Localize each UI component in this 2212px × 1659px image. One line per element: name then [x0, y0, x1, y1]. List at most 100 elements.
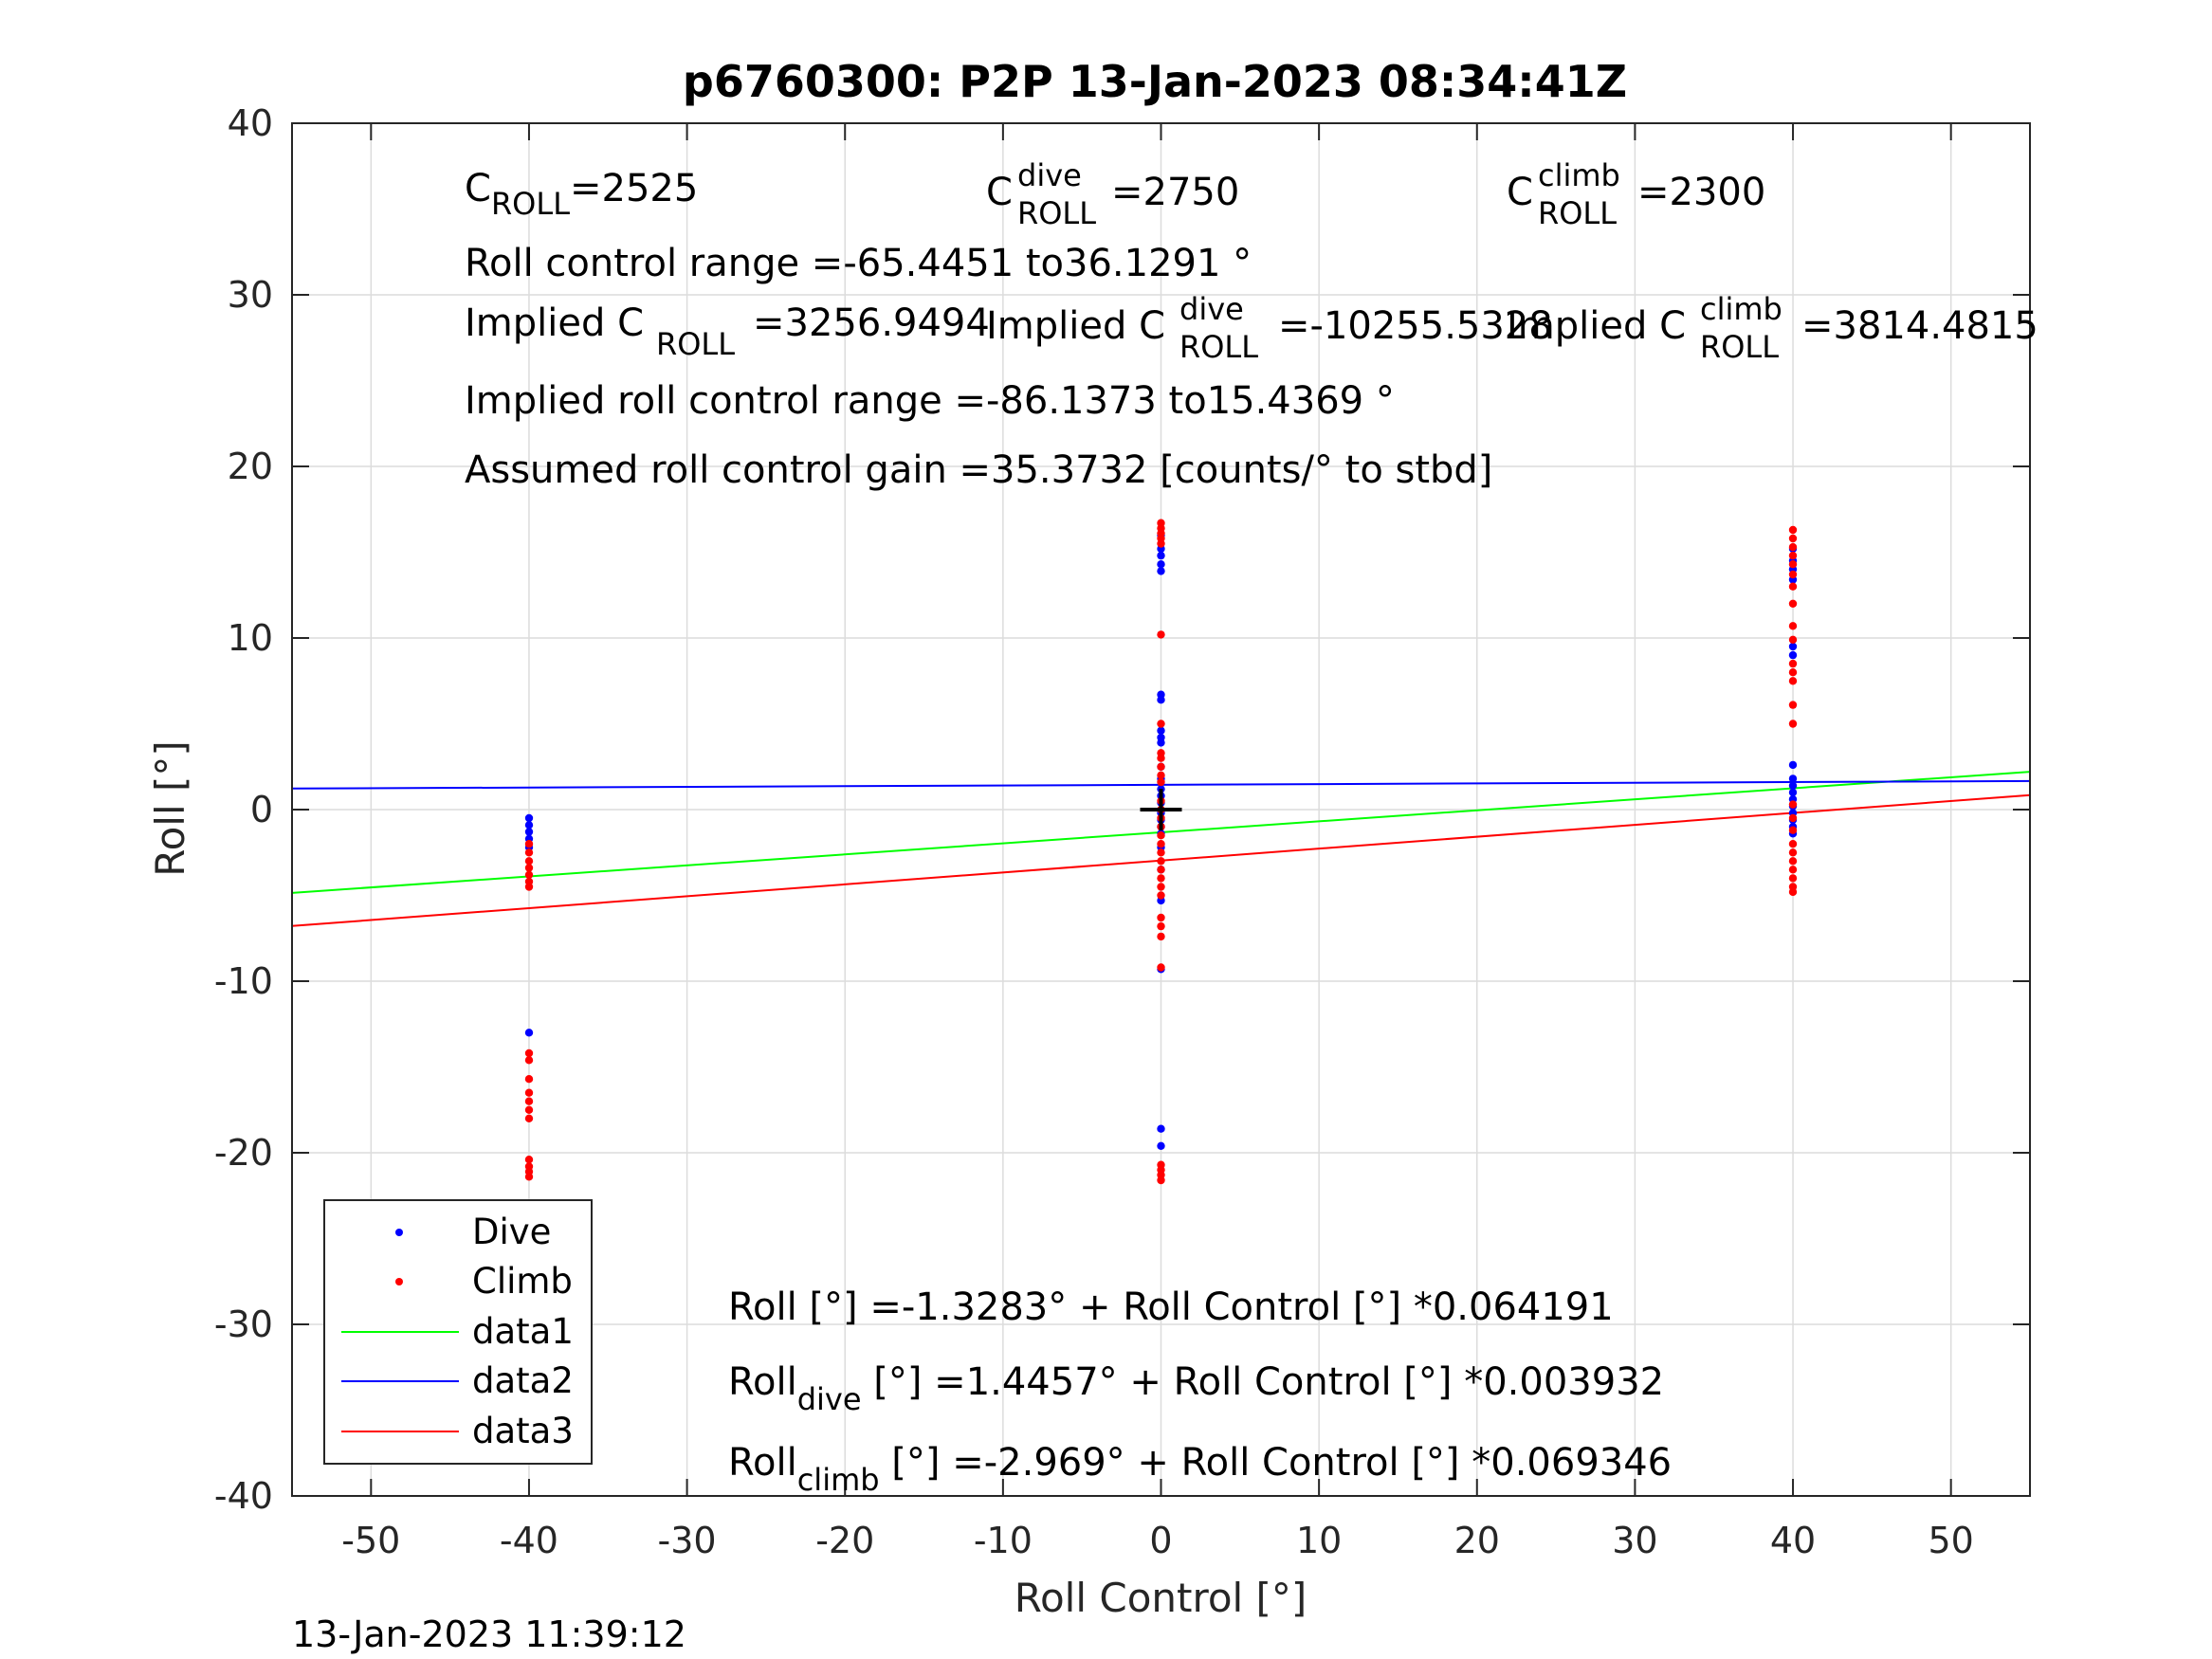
point-climb [1157, 840, 1165, 848]
point-climb [1788, 599, 1798, 608]
svg-text:=3256.9494: =3256.9494 [753, 301, 990, 345]
c-roll-annotation: CROLL=2525 [465, 167, 698, 222]
point-climb [1157, 963, 1165, 972]
point-climb [1157, 539, 1165, 548]
point-dive [1157, 1124, 1165, 1133]
svg-text:ROLL: ROLL [1179, 329, 1258, 365]
point-climb [524, 1156, 534, 1164]
x-tick-label: 40 [1770, 1520, 1816, 1561]
point-dive [1157, 560, 1165, 569]
point-climb [1157, 891, 1165, 900]
point-climb [1788, 635, 1798, 644]
y-tick-label: 30 [228, 274, 273, 316]
legend-marker-dive [395, 1229, 403, 1236]
svg-text:ROLL: ROLL [1538, 195, 1617, 231]
svg-text:C: C [1507, 171, 1533, 214]
x-tick-label: -10 [974, 1520, 1033, 1561]
point-dive [1788, 642, 1798, 651]
fit-climb-annotation: Rollclimb [°] =-2.969° + Roll Control [°… [728, 1441, 1672, 1498]
c-roll-climb-annotation: C climb ROLL =2300 [1507, 157, 1765, 231]
point-dive [1157, 1141, 1165, 1151]
point-dive [1157, 738, 1165, 747]
x-tick-label: -50 [341, 1520, 400, 1561]
point-dive [1157, 696, 1165, 704]
point-climb [524, 1105, 534, 1115]
svg-text:=3814.4815: =3814.4815 [1801, 304, 2038, 348]
y-tick-label: 0 [250, 789, 273, 830]
y-tick-label: 20 [228, 446, 273, 487]
range-annotation: Roll control range =-65.4451 to36.1291 ° [465, 242, 1252, 285]
gain-annotation: Assumed roll control gain =35.3732 [coun… [465, 448, 1492, 492]
point-climb [1788, 659, 1798, 668]
point-climb [1788, 720, 1798, 728]
implied-c-roll-climb-annotation: Implied C climb ROLL =3814.4815 [1507, 291, 2038, 365]
point-climb [524, 848, 534, 857]
point-climb [1157, 1176, 1165, 1185]
chart-title: p6760300: P2P 13-Jan-2023 08:34:41Z [683, 56, 1627, 107]
c-roll-dive-annotation: C dive ROLL =2750 [986, 157, 1239, 231]
point-climb [1157, 932, 1165, 941]
point-climb [524, 1056, 534, 1065]
fit-all-annotation: Roll [°] =-1.3283° + Roll Control [°] *0… [728, 1285, 1614, 1329]
svg-text:Implied C: Implied C [465, 301, 644, 345]
point-climb [1157, 921, 1165, 931]
svg-text:climb: climb [1700, 291, 1782, 327]
origin-marker [1140, 789, 1182, 830]
point-climb [1788, 560, 1798, 569]
x-tick-label: -30 [658, 1520, 717, 1561]
point-climb [1788, 813, 1798, 823]
point-climb [524, 1097, 534, 1105]
y-tick-labels: -40 -30 -20 -10 0 10 20 30 40 [214, 102, 273, 1517]
point-dive [1157, 551, 1165, 560]
y-tick-label: -10 [214, 960, 273, 1002]
point-climb [1157, 913, 1165, 922]
fit-dive-annotation: Rolldive [°] =1.4457° + Roll Control [°]… [728, 1360, 1664, 1417]
svg-text:dive: dive [1179, 291, 1244, 327]
point-dive [1788, 781, 1798, 790]
svg-text:=-10255.5328: =-10255.5328 [1278, 304, 1553, 348]
point-dive [524, 813, 534, 823]
y-tick-label: 10 [228, 617, 273, 659]
implied-c-roll-dive-annotation: Implied C dive ROLL =-10255.5328 [986, 291, 1553, 365]
svg-text:Implied C: Implied C [1507, 304, 1686, 348]
point-climb [1157, 831, 1165, 840]
legend-label-data3: data3 [472, 1411, 574, 1451]
svg-text:dive: dive [1017, 157, 1082, 193]
axis-ticks [292, 122, 2030, 1497]
point-climb [1788, 866, 1798, 874]
point-climb [524, 1075, 534, 1084]
y-tick-label: 40 [228, 102, 273, 144]
point-climb [1157, 720, 1165, 728]
point-climb [1788, 525, 1798, 535]
point-climb [1157, 762, 1165, 771]
svg-text:Implied C: Implied C [986, 304, 1165, 348]
point-dive [524, 828, 534, 836]
point-climb [1157, 771, 1165, 779]
x-tick-label: 10 [1296, 1520, 1342, 1561]
point-climb [1157, 874, 1165, 883]
legend-marker-climb [395, 1278, 403, 1285]
point-climb [1788, 826, 1798, 834]
point-climb [524, 1048, 534, 1058]
point-dive [524, 821, 534, 830]
point-climb [524, 857, 534, 866]
annotations: CROLL=2525 C dive ROLL =2750 C climb ROL… [465, 157, 2038, 1498]
y-axis-label: Roll [°] [147, 740, 193, 876]
point-climb [1788, 848, 1798, 857]
svg-text:ROLL: ROLL [1700, 329, 1779, 365]
y-tick-label: -30 [214, 1304, 273, 1345]
point-climb [524, 864, 534, 872]
x-tick-label: -40 [500, 1520, 558, 1561]
plot-frame [291, 122, 2031, 1497]
implied-range-annotation: Implied roll control range =-86.1373 to1… [465, 379, 1395, 423]
point-climb [524, 1114, 534, 1123]
point-climb [1788, 800, 1798, 809]
point-climb [1788, 622, 1798, 630]
x-tick-labels: -50 -40 -30 -20 -10 0 10 20 30 40 50 [341, 1520, 1974, 1561]
point-climb [1157, 883, 1165, 891]
point-climb [1788, 551, 1798, 560]
legend-label-dive: Dive [472, 1212, 551, 1252]
point-climb [1157, 857, 1165, 866]
point-climb [524, 840, 534, 848]
